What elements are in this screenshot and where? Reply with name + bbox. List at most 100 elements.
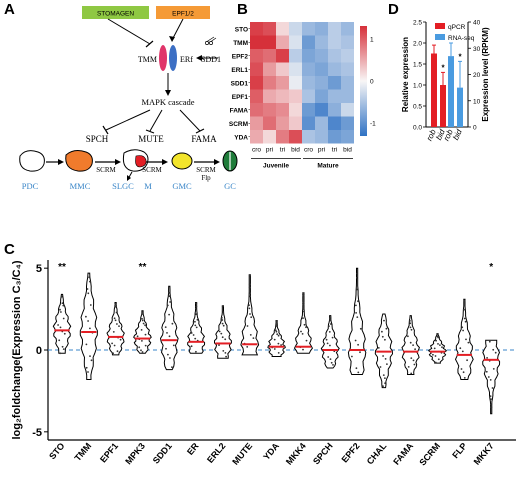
scrm-label-1: SCRM xyxy=(96,166,116,174)
violin-point xyxy=(246,346,249,348)
violin-point xyxy=(432,353,434,356)
scrm-label-3: SCRM xyxy=(196,166,216,174)
heatmap-gene-label: YDA xyxy=(234,134,248,141)
heatmap-cell xyxy=(276,103,289,117)
violin-point xyxy=(382,385,384,388)
violin-point xyxy=(114,303,117,306)
significance-mark: * xyxy=(458,52,462,61)
violin-point xyxy=(459,347,462,350)
violin-point xyxy=(492,348,495,351)
violin-point xyxy=(221,305,224,308)
violin-point xyxy=(356,316,359,318)
violin-point xyxy=(464,320,467,323)
violin-point xyxy=(144,333,147,336)
violin-point xyxy=(492,368,495,370)
heatmap-cell xyxy=(250,130,263,144)
violin-point xyxy=(62,304,65,307)
violin-point xyxy=(250,316,253,319)
violin-point xyxy=(275,320,278,322)
heatmap-cell xyxy=(289,116,302,130)
violin-point xyxy=(222,311,224,313)
violin-point xyxy=(194,324,197,327)
violin-point xyxy=(303,323,306,326)
violin-point xyxy=(490,398,492,400)
violin-gene-label: MKK7 xyxy=(472,441,496,467)
bar-category-label: bid xyxy=(434,128,447,142)
heatmap-col-label: tri xyxy=(280,147,285,154)
violin-point xyxy=(248,307,251,310)
violin-point xyxy=(357,300,359,303)
violin-point xyxy=(195,302,198,304)
right-tick-label: 0 xyxy=(473,125,477,132)
violin-point xyxy=(409,341,412,344)
violin-significance: * xyxy=(489,262,493,273)
left-tick-label: 0.5 xyxy=(413,104,422,111)
heatmap-cell xyxy=(276,116,289,130)
violin-point xyxy=(141,317,143,320)
violin-point xyxy=(329,317,331,320)
violin-point xyxy=(168,292,171,294)
heatmap-cell xyxy=(250,116,263,130)
heatmap-cell xyxy=(315,130,328,144)
heatmap-cell xyxy=(328,62,341,76)
violin-point xyxy=(462,329,464,332)
heatmap-gene-label: FAMA xyxy=(230,107,249,114)
heatmap-cell xyxy=(302,116,315,130)
violin-point xyxy=(276,325,278,328)
heatmap-cell xyxy=(289,49,302,63)
violin-point xyxy=(141,319,144,322)
violin-point xyxy=(192,334,195,336)
heatmap-cell xyxy=(250,22,263,36)
violin-point xyxy=(194,320,196,323)
mapk-label: MAPK cascade xyxy=(141,97,194,107)
violin-gene-label: STO xyxy=(47,441,66,461)
gmc-arrowhead xyxy=(214,159,220,165)
fama-label: FAMA xyxy=(191,134,217,144)
violin-point xyxy=(490,406,493,409)
stomagen-label: STOMAGEN xyxy=(97,11,134,18)
violin-point xyxy=(351,355,353,358)
violin-point xyxy=(277,352,280,354)
violin-point xyxy=(437,358,440,361)
violin-point xyxy=(413,363,416,366)
right-axis-label: Expression level (RPKM) xyxy=(481,27,490,122)
violin-significance: ** xyxy=(139,262,147,273)
violin-point xyxy=(224,338,227,341)
violin-point xyxy=(384,358,387,360)
violin-point xyxy=(328,331,331,333)
violin-point xyxy=(248,283,251,286)
violin-point xyxy=(410,328,413,331)
color-scale-tick: 1 xyxy=(370,37,374,44)
heatmap-cell xyxy=(289,130,302,144)
heatmap-col-label: bid xyxy=(343,147,352,154)
heatmap-cell xyxy=(263,62,276,76)
violin-point xyxy=(436,333,439,336)
gc-cell-icon xyxy=(222,150,238,172)
violin-point xyxy=(196,318,199,321)
violin-point xyxy=(114,305,117,308)
violin-point xyxy=(439,344,441,346)
violin-point xyxy=(221,336,224,339)
heatmap-cell xyxy=(341,22,354,36)
violin-point xyxy=(382,374,385,376)
color-scale-tick: -1 xyxy=(370,120,376,127)
violin-epf1 xyxy=(106,302,125,356)
violin-gene-label: CHAL xyxy=(365,440,389,466)
violin-point xyxy=(355,367,358,370)
heatmap-col-label: pri xyxy=(318,147,325,154)
violin-point xyxy=(168,295,171,298)
violin-point xyxy=(166,332,168,334)
y-tick-label: 5 xyxy=(36,263,42,275)
violin-point xyxy=(301,333,304,335)
violin-point xyxy=(489,395,492,397)
violin-point xyxy=(381,330,383,333)
violin-point xyxy=(277,342,280,345)
violin-point xyxy=(489,379,492,381)
heatmap-cell xyxy=(276,89,289,103)
heatmap-cell xyxy=(302,62,315,76)
heatmap-col-label: bid xyxy=(291,147,300,154)
left-tick-label: 2.5 xyxy=(413,20,422,27)
heatmap-cell xyxy=(263,49,276,63)
heatmap-cell xyxy=(289,22,302,36)
